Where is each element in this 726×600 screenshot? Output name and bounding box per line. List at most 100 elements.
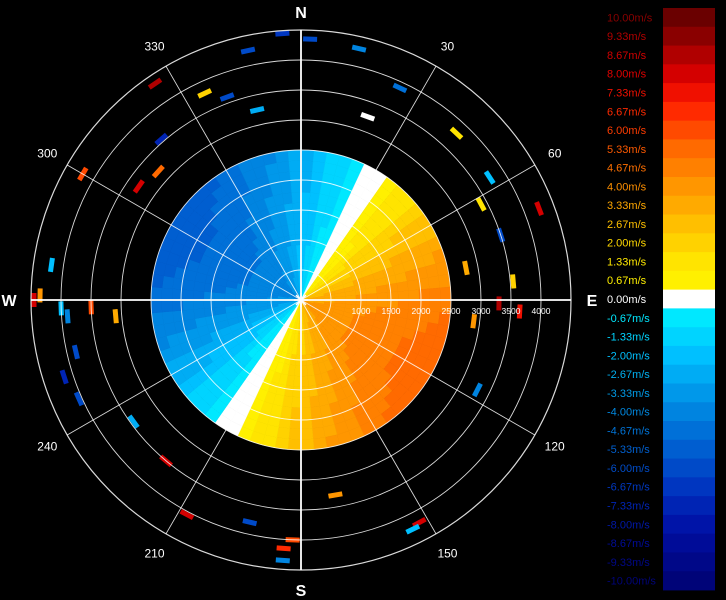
colorbar-label: -3.33m/s bbox=[607, 388, 650, 400]
colorbar-swatch bbox=[663, 83, 715, 103]
velocity-cell bbox=[161, 275, 175, 289]
velocity-cell bbox=[274, 150, 290, 163]
range-gate-return bbox=[112, 309, 119, 324]
range-gate-return bbox=[510, 274, 517, 289]
velocity-cell bbox=[161, 299, 173, 313]
colorbar-label: 6.00m/s bbox=[607, 125, 647, 137]
bearing-label: 60 bbox=[548, 147, 562, 161]
velocity-cell bbox=[182, 309, 196, 321]
range-gate-return bbox=[275, 30, 290, 37]
colorbar-swatch bbox=[663, 139, 715, 159]
bearing-label: 120 bbox=[545, 439, 565, 453]
velocity-cell bbox=[427, 275, 441, 289]
velocity-cell bbox=[300, 386, 310, 398]
velocity-field bbox=[150, 149, 452, 451]
velocity-cell bbox=[203, 299, 215, 309]
velocity-cell bbox=[300, 375, 309, 387]
range-gate-return bbox=[276, 545, 291, 552]
range-gate-return bbox=[475, 196, 487, 212]
velocity-cell bbox=[300, 181, 312, 193]
colorbar-label: -8.00m/s bbox=[607, 519, 650, 531]
range-gate-return bbox=[303, 36, 318, 42]
colorbar-label: -7.33m/s bbox=[607, 501, 650, 513]
colorbar-swatch bbox=[663, 101, 715, 122]
colorbar-swatch bbox=[663, 514, 715, 535]
bearing-spoke bbox=[165, 299, 302, 535]
velocity-cell bbox=[406, 279, 420, 291]
velocity-cell bbox=[312, 426, 326, 440]
velocity-cell bbox=[308, 385, 319, 398]
range-gate-return bbox=[483, 170, 496, 185]
cardinal-label-n: N bbox=[295, 5, 307, 22]
colorbar-swatch bbox=[663, 345, 715, 366]
colorbar-label: -0.67m/s bbox=[607, 313, 650, 325]
velocity-cell bbox=[288, 160, 302, 172]
colorbar-swatch bbox=[663, 158, 715, 178]
bearing-spoke bbox=[300, 164, 536, 301]
velocity-cell bbox=[283, 202, 294, 215]
cardinal-label-e: E bbox=[587, 293, 598, 310]
range-label: 2500 bbox=[442, 306, 461, 316]
velocity-cell bbox=[429, 299, 441, 313]
colorbar-legend: 10.00m/s 9.33m/s 8.67m/s 8.00m/s 7.33m/s 6.67… bbox=[607, 8, 716, 591]
colorbar-label: 2.00m/s bbox=[607, 238, 647, 250]
range-gate-return bbox=[71, 344, 80, 360]
colorbar-swatch bbox=[663, 477, 715, 497]
colorbar-label: 1.33m/s bbox=[607, 256, 647, 268]
range-gate-return bbox=[59, 369, 69, 385]
colorbar-label: -2.00m/s bbox=[607, 350, 650, 362]
velocity-cell bbox=[150, 286, 163, 301]
colorbar-swatch bbox=[663, 289, 715, 309]
range-gate-return bbox=[37, 288, 43, 303]
axis-labels: N E S W 30 60 120 150 210 240 300 330 1000 1500 2000 25… bbox=[1, 5, 597, 600]
bearing-spoke bbox=[66, 299, 302, 436]
velocity-cell bbox=[408, 289, 420, 301]
colorbar-label: 7.33m/s bbox=[607, 87, 647, 99]
velocity-cell bbox=[151, 273, 164, 289]
velocity-cell bbox=[300, 160, 314, 172]
velocity-cell bbox=[182, 289, 194, 301]
range-gate-return bbox=[48, 257, 55, 273]
colorbar-label: -6.67m/s bbox=[607, 482, 650, 494]
colorbar-label: -4.67m/s bbox=[607, 425, 650, 437]
range-gate-return bbox=[249, 105, 265, 115]
velocity-cell bbox=[282, 192, 293, 205]
velocity-cell bbox=[300, 202, 310, 214]
colorbar-swatch bbox=[663, 383, 715, 403]
velocity-cell bbox=[287, 149, 302, 162]
range-gate-return bbox=[449, 126, 464, 140]
velocity-cell bbox=[290, 181, 302, 193]
colorbar-label: 6.67m/s bbox=[607, 106, 647, 118]
velocity-cell bbox=[312, 160, 326, 174]
velocity-cell bbox=[161, 311, 175, 325]
bearing-label: 150 bbox=[437, 547, 457, 561]
velocity-cell bbox=[288, 428, 302, 440]
colorbar-label: 10.00m/s bbox=[607, 12, 653, 24]
velocity-cell bbox=[290, 407, 302, 419]
velocity-cell bbox=[192, 290, 205, 301]
range-gate-return bbox=[73, 391, 85, 407]
velocity-cell bbox=[309, 395, 320, 408]
colorbar-label: -10.00m/s bbox=[607, 576, 656, 588]
velocity-cell bbox=[310, 405, 322, 419]
colorbar-label: -8.67m/s bbox=[607, 538, 650, 550]
range-label: 1500 bbox=[382, 306, 401, 316]
velocity-cell bbox=[300, 149, 315, 162]
bearing-label: 330 bbox=[145, 39, 165, 53]
range-gate-return bbox=[154, 132, 169, 146]
colorbar-swatch bbox=[663, 571, 715, 591]
range-gate-return bbox=[147, 77, 163, 90]
colorbar-label: 2.67m/s bbox=[607, 219, 647, 231]
velocity-cell bbox=[366, 293, 378, 301]
velocity-cell bbox=[396, 281, 409, 292]
colorbar-label: -1.33m/s bbox=[607, 332, 650, 344]
velocity-cell bbox=[376, 292, 388, 301]
velocity-cell bbox=[150, 299, 163, 314]
range-gate-return bbox=[392, 82, 408, 94]
velocity-cell bbox=[292, 386, 302, 398]
colorbar-swatch bbox=[663, 233, 715, 253]
range-gate-return bbox=[516, 304, 523, 319]
range-label: 4000 bbox=[532, 306, 551, 316]
colorbar-swatch bbox=[663, 270, 715, 291]
colorbar-label: 8.00m/s bbox=[607, 69, 647, 81]
